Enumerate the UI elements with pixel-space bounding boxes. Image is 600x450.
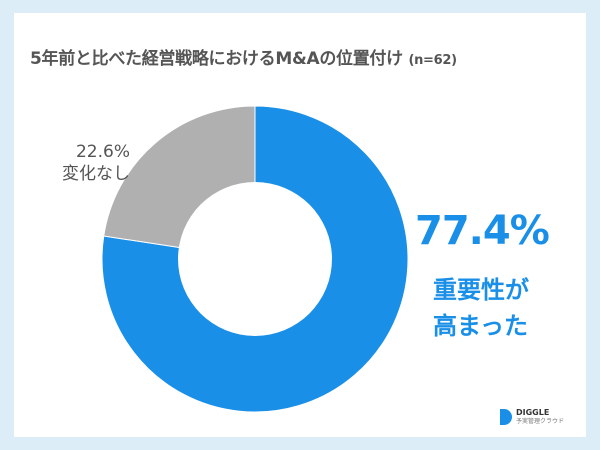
- donut-hole: [178, 182, 332, 336]
- diggle-logo: DIGGLE 予実管理クラウド: [500, 408, 564, 426]
- title-text: 5年前と比べた経営戦略におけるM&Aの位置付け: [30, 49, 403, 69]
- logo-subtitle: 予実管理クラウド: [516, 418, 565, 425]
- label-increased-pct: 77.4%: [415, 208, 550, 254]
- label-increased-text: 重要性が 高まった: [433, 272, 529, 344]
- diggle-logo-icon: [500, 409, 512, 425]
- logo-name: DIGGLE: [516, 408, 550, 417]
- label-increased-line2: 高まった: [433, 312, 529, 340]
- donut-chart: [102, 106, 408, 412]
- chart-title: 5年前と比べた経営戦略におけるM&Aの位置付け (n=62): [30, 44, 457, 69]
- label-no-change-pct: 22.6%: [75, 142, 130, 162]
- label-no-change: 22.6% 変化なし: [62, 141, 130, 185]
- sample-size: (n=62): [408, 53, 457, 68]
- donut-slice-0: [102, 106, 408, 412]
- label-no-change-text: 変化なし: [62, 164, 130, 184]
- label-increased-line1: 重要性が: [433, 276, 529, 304]
